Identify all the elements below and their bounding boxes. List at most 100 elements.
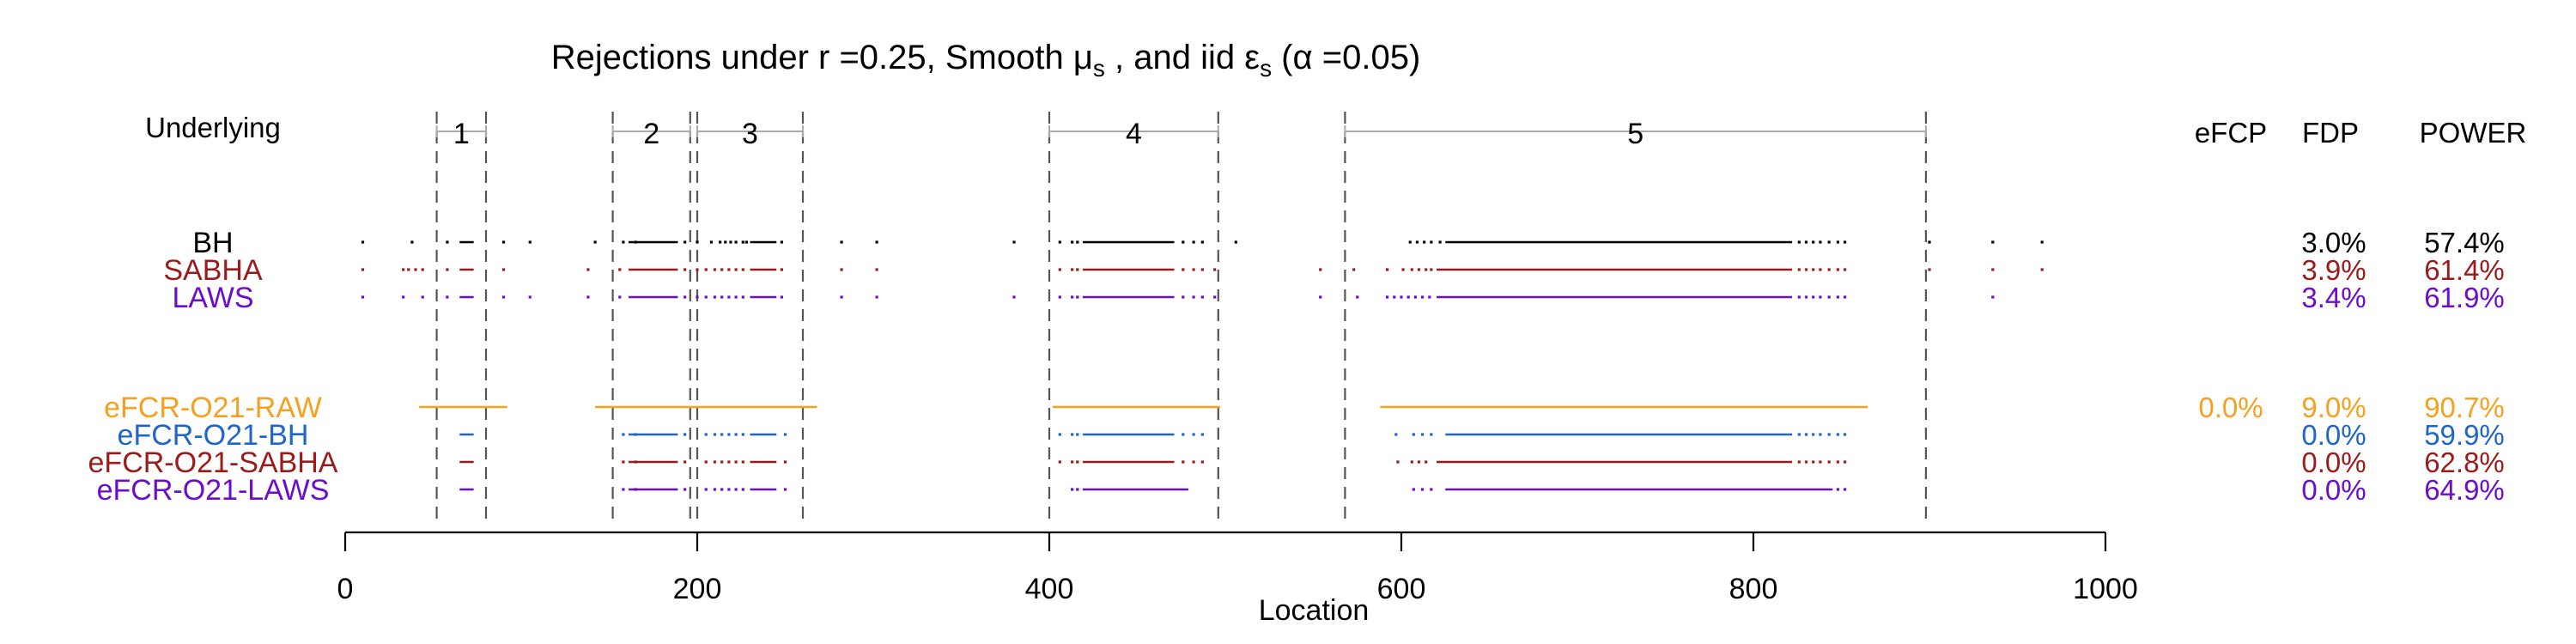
rejection-point — [1076, 488, 1079, 491]
rejection-point — [683, 433, 687, 436]
rejection-point — [713, 488, 717, 491]
stat-fdp-efcr-o21-raw: 9.0% — [2301, 392, 2366, 423]
rejection-point — [1071, 433, 1074, 436]
rejection-point — [1200, 460, 1204, 464]
rejection-point — [361, 268, 365, 271]
rejection-point — [622, 240, 625, 244]
rejection-point — [1406, 295, 1410, 299]
rejection-point — [1071, 460, 1074, 464]
rejection-point — [1423, 240, 1426, 244]
rejection-point — [840, 268, 843, 271]
rejection-point — [634, 433, 637, 436]
rejection-point — [1797, 295, 1801, 299]
rejection-point — [446, 268, 449, 271]
rejection-point — [1076, 268, 1079, 271]
rejection-point — [780, 240, 783, 244]
rejection-point — [407, 268, 410, 271]
rejection-point — [1058, 433, 1061, 436]
series-label-sabha: SABHA — [163, 254, 263, 287]
rejection-point — [1430, 268, 1433, 271]
x-tick-label-800: 800 — [1729, 573, 1778, 605]
rejection-point — [1836, 240, 1839, 244]
rejection-point — [1844, 240, 1847, 244]
rejection-point — [1827, 295, 1831, 299]
rejection-point — [1396, 460, 1400, 464]
rejection-point — [402, 268, 405, 271]
rejection-point — [1430, 240, 1433, 244]
rejection-point — [1182, 460, 1185, 464]
rejection-point — [421, 268, 424, 271]
rejection-point — [1804, 240, 1808, 244]
rejection-point — [741, 460, 744, 464]
stats-table: eFCP FDP POWER 3.0% 57.4% 3.9% 61.4% 3.4% 61.9% 0… — [2195, 117, 2527, 506]
rejection-point — [1319, 268, 1322, 271]
rejection-point — [1400, 295, 1403, 299]
rejection-point — [727, 295, 731, 299]
rejection-point — [361, 295, 365, 299]
rejection-point — [446, 240, 449, 244]
rejection-point — [1804, 268, 1808, 271]
rejection-point — [1058, 460, 1061, 464]
rejection-point — [1928, 268, 1931, 271]
rejection-point — [1836, 295, 1839, 299]
rejection-point — [1425, 268, 1428, 271]
stat-power-efcr-o21-sabha: 62.8% — [2424, 447, 2505, 478]
rejection-point — [780, 295, 783, 299]
rejection-point — [1182, 433, 1185, 436]
rejection-point — [704, 488, 708, 491]
rejection-point — [622, 433, 625, 436]
stat-fdp-efcr-o21-bh: 0.0% — [2301, 419, 2366, 451]
rejection-point — [734, 433, 738, 436]
rejection-point — [734, 240, 738, 244]
rejection-point — [528, 295, 532, 299]
rejection-point — [1192, 460, 1195, 464]
rejection-point — [1827, 240, 1831, 244]
rejection-point — [1412, 433, 1415, 436]
rejection-point — [1408, 240, 1412, 244]
rejection-point — [634, 460, 637, 464]
rejection-point — [741, 488, 744, 491]
rejection-point — [704, 295, 708, 299]
rejection-point — [1844, 460, 1847, 464]
rejection-point — [1844, 268, 1847, 271]
rejection-point — [1071, 295, 1074, 299]
stat-power-bh: 57.4% — [2424, 227, 2505, 258]
rejection-point — [414, 268, 417, 271]
series-label-bh: BH — [192, 227, 233, 259]
rejection-point — [875, 240, 878, 244]
rejection-point — [1804, 295, 1808, 299]
rejection-point — [1836, 460, 1839, 464]
stat-power-efcr-o21-laws: 64.9% — [2424, 474, 2505, 506]
series-label-efcr-o21-laws: eFCR-O21-LAWS — [97, 474, 330, 507]
rejection-point — [1428, 295, 1431, 299]
rejection-point — [1819, 295, 1822, 299]
rejection-point — [1182, 295, 1185, 299]
x-tick-label-400: 400 — [1025, 573, 1074, 605]
rejection-point — [1234, 240, 1237, 244]
rejection-point — [704, 433, 708, 436]
rejection-point — [1844, 433, 1847, 436]
rejection-point — [1356, 295, 1359, 299]
rejection-point — [1192, 268, 1195, 271]
rejection-point — [1797, 433, 1801, 436]
rejection-point — [410, 240, 414, 244]
rejection-point — [1421, 488, 1425, 491]
rejection-point — [1417, 460, 1421, 464]
rejection-point — [2040, 268, 2044, 271]
rejection-point — [1071, 488, 1074, 491]
rejection-point — [1401, 268, 1405, 271]
rejection-point — [361, 240, 365, 244]
series-efcr-o21-laws: eFCR-O21-LAWS — [97, 474, 1847, 507]
rejection-point — [696, 295, 699, 299]
rejection-point — [696, 240, 699, 244]
column-header-fdp: FDP — [2302, 117, 2359, 149]
rejection-point — [727, 460, 731, 464]
rejection-point — [1430, 433, 1433, 436]
rejection-point — [1076, 240, 1079, 244]
rejection-point — [1386, 268, 1389, 271]
x-tick-label-200: 200 — [673, 573, 722, 605]
rejection-point — [1319, 295, 1322, 299]
stat-power-laws: 61.9% — [2424, 282, 2505, 313]
rejection-point — [683, 460, 687, 464]
